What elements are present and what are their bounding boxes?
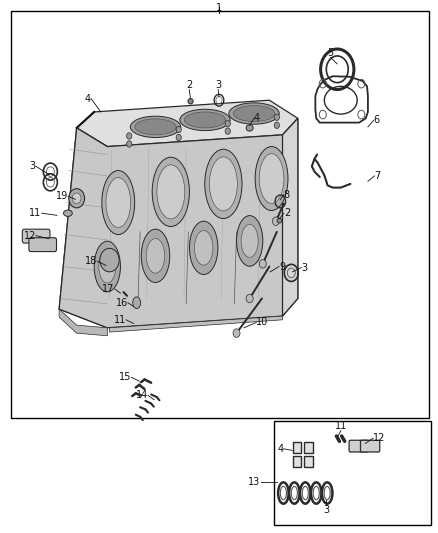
Text: 19: 19 — [56, 191, 68, 201]
Ellipse shape — [209, 157, 237, 211]
Ellipse shape — [194, 230, 213, 265]
Ellipse shape — [106, 177, 131, 228]
Ellipse shape — [135, 119, 176, 135]
FancyBboxPatch shape — [349, 440, 368, 452]
FancyBboxPatch shape — [22, 229, 50, 243]
Ellipse shape — [146, 239, 165, 273]
Circle shape — [127, 133, 132, 139]
Ellipse shape — [233, 106, 275, 122]
Ellipse shape — [99, 250, 116, 283]
Circle shape — [225, 128, 230, 134]
Circle shape — [274, 114, 279, 120]
Text: 16: 16 — [116, 298, 128, 308]
Text: 2: 2 — [186, 79, 192, 90]
Text: 17: 17 — [102, 284, 115, 294]
Text: 14: 14 — [136, 391, 148, 400]
Polygon shape — [77, 100, 298, 147]
Circle shape — [69, 189, 85, 208]
Circle shape — [246, 294, 253, 303]
Text: 4: 4 — [85, 94, 91, 103]
Bar — [304, 442, 313, 453]
Circle shape — [233, 329, 240, 337]
Ellipse shape — [189, 221, 218, 274]
Ellipse shape — [229, 103, 279, 124]
Ellipse shape — [277, 219, 282, 223]
Circle shape — [127, 141, 132, 147]
Text: 15: 15 — [119, 373, 131, 382]
Text: 13: 13 — [248, 478, 261, 487]
Text: 7: 7 — [374, 171, 381, 181]
Text: 12: 12 — [24, 231, 36, 240]
Text: 3: 3 — [30, 161, 36, 171]
Text: 4: 4 — [254, 114, 260, 123]
Ellipse shape — [133, 297, 141, 309]
Bar — [11, 11, 429, 418]
Polygon shape — [59, 128, 107, 328]
Bar — [274, 421, 431, 525]
Ellipse shape — [141, 229, 170, 282]
Text: 6: 6 — [374, 116, 380, 125]
Text: 10: 10 — [256, 318, 268, 327]
Text: 2: 2 — [284, 208, 290, 218]
Ellipse shape — [130, 116, 180, 138]
Text: 3: 3 — [215, 79, 221, 90]
Ellipse shape — [241, 224, 258, 257]
Text: 4: 4 — [278, 444, 284, 454]
Text: 18: 18 — [85, 256, 97, 266]
Ellipse shape — [184, 112, 226, 128]
Polygon shape — [59, 309, 107, 336]
Circle shape — [272, 217, 279, 225]
Circle shape — [274, 122, 279, 128]
Ellipse shape — [259, 154, 284, 204]
Text: 12: 12 — [373, 433, 385, 443]
Ellipse shape — [205, 149, 242, 219]
Circle shape — [72, 193, 81, 204]
Circle shape — [259, 260, 266, 268]
Text: 5: 5 — [328, 47, 334, 58]
Circle shape — [225, 120, 230, 127]
FancyBboxPatch shape — [360, 440, 380, 452]
Polygon shape — [110, 316, 283, 332]
Ellipse shape — [188, 99, 193, 104]
Text: 11: 11 — [114, 315, 126, 325]
FancyBboxPatch shape — [29, 238, 57, 252]
Circle shape — [100, 248, 119, 272]
Ellipse shape — [237, 215, 263, 266]
Ellipse shape — [64, 210, 72, 216]
Text: 9: 9 — [279, 262, 285, 271]
Bar — [293, 456, 301, 467]
Ellipse shape — [102, 171, 135, 235]
Text: 8: 8 — [284, 190, 290, 199]
Text: 11: 11 — [335, 421, 347, 431]
Ellipse shape — [94, 241, 120, 292]
Text: 3: 3 — [323, 505, 329, 515]
Polygon shape — [59, 118, 298, 328]
Ellipse shape — [246, 125, 253, 131]
Circle shape — [176, 126, 181, 133]
Text: 3: 3 — [301, 263, 307, 272]
Ellipse shape — [152, 157, 189, 227]
Ellipse shape — [157, 165, 185, 219]
Circle shape — [176, 134, 181, 141]
Polygon shape — [283, 118, 298, 316]
Text: 11: 11 — [29, 208, 42, 218]
Text: 1: 1 — [216, 3, 222, 13]
Ellipse shape — [255, 147, 288, 211]
Ellipse shape — [180, 109, 230, 131]
Bar — [304, 456, 313, 467]
Bar — [293, 442, 301, 453]
